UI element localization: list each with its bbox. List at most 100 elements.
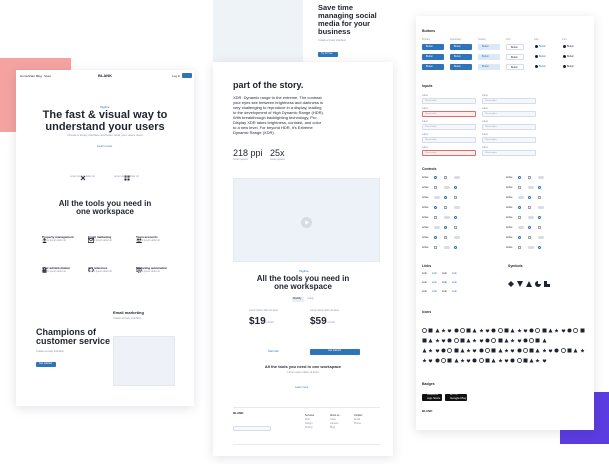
footer-brand[interactable]: BLANK — [233, 411, 244, 415]
toggle-switch[interactable] — [454, 236, 460, 240]
radio-button[interactable] — [528, 226, 531, 230]
tab-monthly[interactable]: Monthly — [292, 297, 304, 302]
text-input[interactable]: Placeholder — [422, 124, 476, 130]
kit-link[interactable]: Link — [442, 281, 447, 284]
footer-link[interactable]: Services — [305, 414, 315, 417]
plan-get-started-button[interactable]: Get started — [310, 349, 360, 355]
nav-link-home[interactable]: Home — [20, 74, 29, 78]
checkbox[interactable] — [528, 206, 531, 210]
checkbox[interactable] — [528, 176, 531, 180]
social-try-free-button[interactable]: Try for free — [318, 52, 338, 57]
kit-button[interactable]: Button — [506, 54, 524, 60]
footer-link[interactable]: Web — [305, 417, 310, 421]
nav-signup-button[interactable] — [182, 73, 192, 78]
kit-button[interactable]: Button — [450, 54, 472, 60]
radio-button[interactable] — [444, 226, 447, 230]
checkbox[interactable] — [434, 246, 437, 250]
nav-login-link[interactable]: Log in — [172, 74, 181, 78]
radio-button[interactable] — [434, 176, 437, 180]
bottom-learn-more-link[interactable]: Learn more — [295, 386, 309, 389]
footer-link[interactable]: Phone — [354, 421, 361, 425]
kit-button[interactable]: Button — [562, 54, 580, 60]
footer-link[interactable]: Careers — [330, 421, 339, 425]
kit-button[interactable]: Button — [534, 64, 552, 70]
kit-link[interactable]: Link — [432, 272, 437, 275]
plan-start-trial-link[interactable]: Start trial — [268, 350, 279, 353]
kit-button[interactable]: Button — [562, 44, 580, 50]
text-input[interactable]: Placeholder — [422, 111, 476, 117]
toggle-switch[interactable] — [454, 206, 460, 210]
radio-button[interactable] — [518, 236, 521, 240]
text-input[interactable]: Placeholder — [482, 137, 536, 143]
radio-button[interactable] — [538, 246, 541, 250]
radio-button[interactable] — [538, 186, 541, 190]
radio-button[interactable] — [434, 206, 437, 210]
toggle-switch[interactable] — [434, 196, 440, 200]
text-input[interactable]: Placeholder — [482, 98, 536, 104]
app-store-badge[interactable]: Download on the App Store — [422, 394, 442, 401]
checkbox[interactable] — [434, 216, 437, 220]
checkbox[interactable] — [518, 216, 521, 220]
kit-link[interactable]: Link — [432, 290, 437, 293]
radio-button[interactable] — [528, 196, 531, 200]
nav-brand[interactable]: BLANK — [98, 73, 112, 78]
radio-button[interactable] — [454, 246, 457, 250]
radio-button[interactable] — [434, 236, 437, 240]
text-input[interactable]: Placeholder — [482, 150, 536, 156]
footer-link[interactable]: Blog — [330, 425, 335, 429]
kit-button[interactable]: Button — [450, 64, 472, 70]
toggle-switch[interactable] — [538, 176, 544, 180]
kit-link[interactable]: Link — [442, 272, 447, 275]
kit-button[interactable]: Button — [478, 44, 500, 50]
text-input[interactable]: Placeholder — [422, 150, 476, 156]
radio-button[interactable] — [518, 176, 521, 180]
kit-link[interactable]: Link — [432, 281, 437, 284]
kit-link[interactable]: Link — [422, 281, 427, 284]
kit-button[interactable]: Button — [478, 64, 500, 70]
toggle-switch[interactable] — [518, 226, 524, 230]
champions-get-started-button[interactable]: Get started — [36, 362, 56, 367]
kit-link[interactable]: Link — [422, 290, 427, 293]
kit-button[interactable]: Button — [478, 54, 500, 60]
toggle-switch[interactable] — [444, 246, 450, 250]
kit-button[interactable]: Button — [534, 54, 552, 60]
text-input[interactable]: Placeholder — [482, 111, 536, 117]
toggle-switch[interactable] — [518, 196, 524, 200]
google-play-badge[interactable]: GET IT ON Google Play — [445, 394, 467, 401]
checkbox[interactable] — [518, 186, 521, 190]
kit-button[interactable]: Button — [506, 64, 524, 70]
nav-link-stats[interactable]: Stats — [28, 74, 35, 78]
toggle-switch[interactable] — [528, 246, 534, 250]
checkbox[interactable] — [444, 206, 447, 210]
kit-button[interactable]: Button — [422, 44, 444, 50]
radio-button[interactable] — [454, 186, 457, 190]
kit-button[interactable]: Button — [450, 44, 472, 50]
footer-email-input[interactable] — [233, 426, 271, 431]
footer-link[interactable]: Pricing — [305, 425, 313, 429]
text-input[interactable]: Placeholder — [482, 124, 536, 130]
kit-button[interactable]: Button — [562, 64, 580, 70]
checkbox[interactable] — [434, 186, 437, 190]
kit-button[interactable]: Button — [506, 44, 524, 50]
checkbox[interactable] — [528, 236, 531, 240]
nav-link-blog[interactable]: Blog — [36, 74, 43, 78]
toggle-switch[interactable] — [454, 176, 460, 180]
radio-button[interactable] — [518, 206, 521, 210]
checkbox[interactable] — [518, 246, 521, 250]
kit-button[interactable]: Button — [422, 64, 444, 70]
radio-button[interactable] — [538, 216, 541, 220]
tab-yearly[interactable]: Yearly — [307, 297, 314, 300]
kit-link[interactable]: Link — [452, 281, 457, 284]
toggle-switch[interactable] — [434, 226, 440, 230]
checkbox[interactable] — [454, 196, 457, 200]
checkbox[interactable] — [444, 176, 447, 180]
video-placeholder[interactable] — [233, 178, 380, 262]
checkbox[interactable] — [454, 226, 457, 230]
checkbox[interactable] — [538, 226, 541, 230]
kit-link[interactable]: Link — [452, 290, 457, 293]
toggle-switch[interactable] — [444, 216, 450, 220]
footer-link[interactable]: Design — [305, 421, 313, 425]
checkbox[interactable] — [538, 196, 541, 200]
toggle-switch[interactable] — [528, 216, 534, 220]
footer-link[interactable]: Contact — [354, 414, 363, 417]
